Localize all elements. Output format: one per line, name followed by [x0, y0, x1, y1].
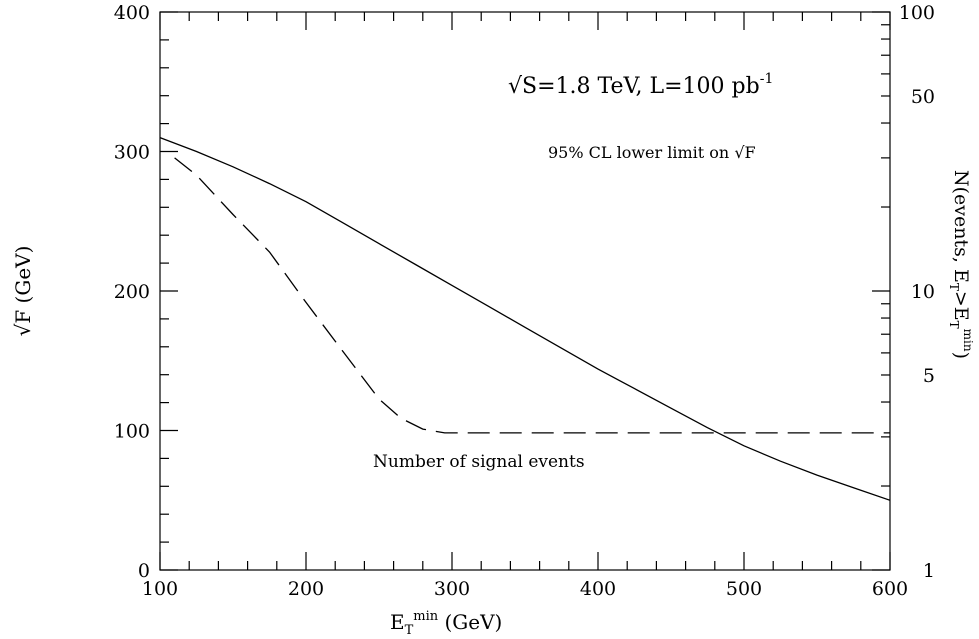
- x-tick-label: 200: [288, 578, 324, 600]
- x-tick-label: 300: [434, 578, 470, 600]
- y-tick-label: 200: [114, 281, 150, 303]
- y2-tick-label: 5: [923, 365, 935, 387]
- limit-annotation: 95% CL lower limit on √F: [548, 143, 756, 162]
- x-axis-label: ETmin (GeV): [390, 609, 502, 638]
- axis-ticks: [159, 11, 891, 571]
- energy-annotation: √S=1.8 TeV, L=100 pb-1: [508, 71, 773, 99]
- y2-tick-label: 100: [899, 2, 935, 24]
- y2-tick-label: 1: [923, 560, 935, 582]
- y2-tick-label: 10: [911, 281, 935, 303]
- x-tick-label: 100: [142, 578, 178, 600]
- x-tick-label: 500: [726, 578, 762, 600]
- energy-annotation-sup: -1: [760, 71, 774, 87]
- x-tick-label: 400: [580, 578, 616, 600]
- x-tick-label: 600: [872, 578, 908, 600]
- y-tick-label: 400: [114, 2, 150, 24]
- y-tick-label: 0: [138, 560, 150, 582]
- signal-annotation: Number of signal events: [373, 452, 585, 472]
- y-axis-label: √F (GeV): [11, 246, 35, 337]
- lower-limit-line: [159, 136, 891, 501]
- signal-events-line: [174, 157, 890, 434]
- y2-tick-label: 50: [911, 86, 935, 108]
- y-tick-label: 300: [114, 142, 150, 164]
- series-group: [159, 136, 891, 501]
- y2-axis-label: N(events, ET>ETmin): [947, 170, 975, 359]
- y-tick-label: 100: [114, 421, 150, 443]
